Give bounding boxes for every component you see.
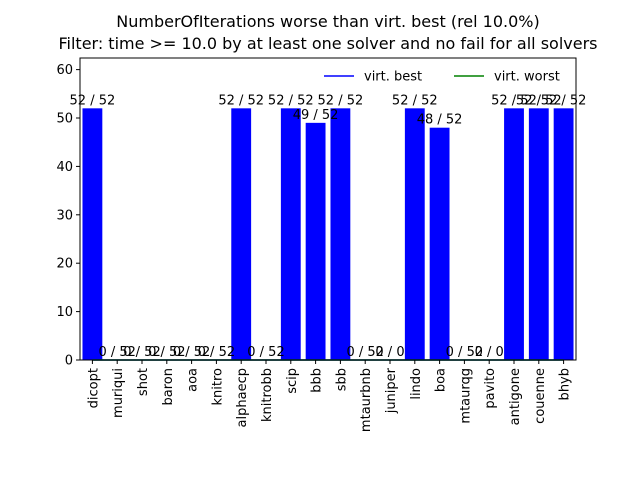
bar-antigone (504, 108, 524, 360)
bar-value-label: 0 / 52 (446, 345, 483, 360)
bar-lindo (404, 108, 425, 360)
bars-group (82, 108, 574, 360)
bar-value-label: 0 / 0 (475, 345, 504, 360)
x-tick-label: alphaecp (235, 368, 250, 427)
legend-label: virt. best (364, 70, 422, 85)
bar-value-label: 0 / 52 (346, 345, 383, 360)
bar-value-label: 52 / 52 (70, 93, 116, 108)
x-tick-label: antigone (508, 368, 523, 425)
y-tick-label: 30 (56, 208, 73, 223)
x-tick-label: aoa (186, 368, 201, 392)
x-tick-label: pavito (483, 368, 498, 409)
y-tick-label: 0 (65, 354, 73, 369)
y-tick-label: 50 (56, 112, 73, 127)
bar-bbb (305, 122, 326, 360)
x-tick-label: lindo (409, 368, 424, 400)
x-tick-label: mtaurqg (458, 368, 473, 424)
x-tick-label: boa (434, 368, 449, 392)
bar-dicopt (82, 108, 103, 360)
data-labels-group: 52 / 520 / 520 / 520 / 520 / 520 / 5252 … (70, 93, 587, 360)
bar-value-label: 0 / 52 (148, 345, 185, 360)
x-tick-label: bhyb (558, 368, 573, 400)
bar-value-label: 48 / 52 (417, 113, 463, 128)
bar-value-label: 0 / 52 (247, 345, 284, 360)
bar-value-label: 0 / 0 (375, 345, 404, 360)
x-axis: dicopt muriqui shot baron aoa knitro alphaecp k… (86, 360, 573, 432)
bar-value-label: 52 / 52 (318, 93, 364, 108)
bar-alphaecp (231, 108, 252, 360)
x-tick-label: baron (161, 368, 176, 405)
x-tick-label: knitro (210, 368, 225, 406)
x-tick-label: shot (136, 368, 151, 396)
bar-value-label: 0 / 52 (123, 345, 160, 360)
y-axis: 0 10 20 30 40 50 60 (56, 63, 80, 369)
bar-value-label: 52 / 52 (392, 93, 438, 108)
x-tick-label: couenne (533, 368, 548, 424)
x-tick-label: scip (285, 368, 300, 394)
y-tick-label: 20 (56, 257, 73, 272)
bar-value-label: 52 / 52 (491, 93, 537, 108)
bar-value-label: 49 / 52 (293, 108, 339, 123)
x-tick-label: juniper (384, 367, 399, 414)
bar-sbb (330, 108, 351, 360)
x-tick-label: muriqui (111, 368, 126, 418)
legend: virt. best virt. worst (324, 70, 560, 85)
bar-value-label: 52 / 52 (541, 93, 587, 108)
x-tick-label: dicopt (86, 368, 101, 408)
x-tick-label: mtaurbnb (359, 368, 374, 432)
bar-value-label: 0 / 52 (98, 345, 135, 360)
plot-frame (79, 57, 577, 361)
bar-value-label: 52 / 52 (516, 93, 562, 108)
bar-boa (429, 127, 450, 360)
bar-couenne (528, 108, 549, 360)
y-tick-label: 40 (56, 160, 73, 175)
y-tick-label: 60 (56, 63, 73, 78)
bar-value-label: 0 / 52 (173, 345, 210, 360)
chart-subtitle: Filter: time >= 10.0 by at least one sol… (58, 34, 597, 53)
x-tick-label: knitrobb (260, 368, 275, 422)
y-tick-label: 10 (56, 305, 73, 320)
bar-value-label: 52 / 52 (218, 93, 264, 108)
bar-value-label: 52 / 52 (268, 93, 314, 108)
legend-label: virt. worst (494, 70, 560, 85)
bar-scip (280, 108, 301, 360)
bar-bhyb (553, 108, 574, 360)
x-tick-label: sbb (334, 368, 349, 391)
x-tick-label: bbb (310, 368, 325, 393)
bar-value-label: 0 / 52 (198, 345, 235, 360)
chart-title: NumberOfIterations worse than virt. best… (116, 12, 540, 31)
